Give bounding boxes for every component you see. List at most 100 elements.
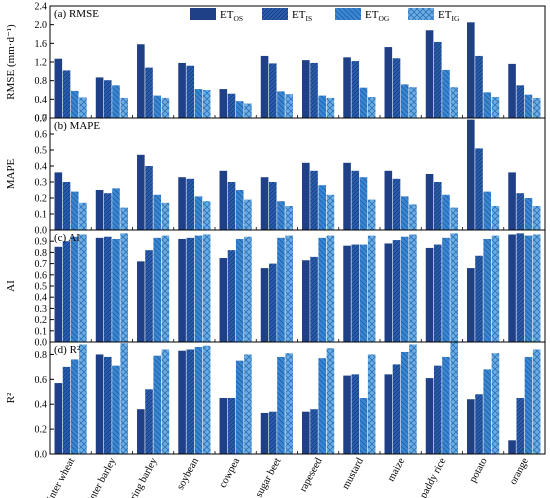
bar-maize-s4 xyxy=(409,87,417,118)
bar-mustard-s3 xyxy=(359,177,368,230)
bar-spring-barley-s3 xyxy=(153,237,162,342)
y-tick-label: 0.0 xyxy=(35,450,48,461)
bar-sugar-beet-s3 xyxy=(277,201,285,230)
bar-spring-barley-s4 xyxy=(161,235,170,342)
bar-paddy-rice-s1 xyxy=(425,378,434,454)
category-labels-group: winter wheat winter barley spring barley so… xyxy=(42,456,531,498)
bar-soybean-s4 xyxy=(202,201,211,230)
bar-spring-barley-s1 xyxy=(137,154,145,230)
legend-label: ETOS xyxy=(220,9,243,23)
y-tick-label: 0.6 xyxy=(35,375,48,386)
bar-rapeseed-s4 xyxy=(326,194,335,230)
bar-spring-barley-s4 xyxy=(161,202,170,230)
y-tick-label: 0.0 xyxy=(35,114,48,125)
bar-orange-s3 xyxy=(524,198,533,230)
bar-mustard-s3 xyxy=(359,87,368,118)
bar-winter-barley-s4 xyxy=(120,343,128,454)
y-tick-label: 0.1 xyxy=(35,326,48,337)
bar-sugar-beet-s3 xyxy=(277,356,285,454)
bar-winter-barley-s3 xyxy=(112,85,120,118)
category-label: cowpea xyxy=(218,456,243,490)
bar-winter-wheat-s4 xyxy=(79,344,87,454)
bar-cowpea-s2 xyxy=(227,398,236,454)
bar-soybean-s3 xyxy=(194,196,203,230)
bar-winter-barley-s1 xyxy=(95,354,104,454)
bar-winter-wheat-s2 xyxy=(62,366,71,454)
bar-winter-wheat-s1 xyxy=(54,58,63,118)
bar-mustard-s4 xyxy=(367,235,376,342)
category-label: potato xyxy=(468,456,490,484)
bar-potato-s1 xyxy=(467,119,475,230)
bar-rapeseed-s3 xyxy=(318,95,327,118)
bar-winter-wheat-s3 xyxy=(70,90,79,118)
y-tick-label: 0.4 xyxy=(35,400,48,411)
bar-soybean-s2 xyxy=(186,178,195,230)
bar-orange-s4 xyxy=(532,234,541,342)
y-tick-label: 0.8 xyxy=(35,350,48,361)
legend-subscript: IG xyxy=(451,14,459,23)
bar-paddy-rice-s1 xyxy=(425,247,434,342)
bar-maize-s3 xyxy=(400,196,409,230)
bar-rapeseed-s3 xyxy=(318,185,327,230)
y-tick-label: 0.2 xyxy=(35,315,48,326)
bar-sugar-beet-s4 xyxy=(285,206,293,230)
bar-potato-s1 xyxy=(467,268,475,342)
bar-maize-s2 xyxy=(392,364,401,454)
bar-maize-s1 xyxy=(384,243,393,342)
bar-soybean-s3 xyxy=(194,89,203,118)
bar-winter-wheat-s4 xyxy=(79,97,87,118)
bar-paddy-rice-s2 xyxy=(433,182,442,230)
bar-maize-s2 xyxy=(392,240,401,342)
y-tick-label: 0.4 xyxy=(35,162,48,173)
bar-potato-s2 xyxy=(475,55,483,118)
bar-maize-s1 xyxy=(384,374,393,454)
legend-swatch xyxy=(262,8,288,20)
bar-soybean-s3 xyxy=(194,235,203,342)
legend-swatch xyxy=(335,8,361,20)
y-tick-label: 0.5 xyxy=(35,282,48,293)
y-tick-label: 0.0 xyxy=(35,226,48,237)
bar-cowpea-s2 xyxy=(227,182,236,230)
legend-subscript: OS xyxy=(233,14,243,23)
legend-swatch xyxy=(408,8,434,20)
bar-rapeseed-s4 xyxy=(326,235,335,342)
bar-soybean-s3 xyxy=(194,346,203,454)
bar-paddy-rice-s4 xyxy=(450,87,458,118)
category-label: rapeseed xyxy=(298,456,325,494)
category-label: paddy rice xyxy=(418,456,449,498)
bar-mustard-s2 xyxy=(351,170,360,230)
y-tick-label: 0.4 xyxy=(35,95,48,106)
y-tick-label: 0.3 xyxy=(35,178,48,189)
bar-potato-s2 xyxy=(475,148,483,230)
bar-soybean-s4 xyxy=(202,345,211,454)
y-tick-label: 1.2 xyxy=(35,58,48,69)
y-tick-label: 0.8 xyxy=(35,248,48,259)
bar-spring-barley-s2 xyxy=(145,67,153,118)
bar-maize-s2 xyxy=(392,58,401,118)
y-tick-label: 0.7 xyxy=(35,259,48,270)
legend-label: ETIG xyxy=(438,9,460,23)
bar-paddy-rice-s1 xyxy=(425,30,434,118)
y-tick-label: 0.6 xyxy=(35,270,48,281)
bar-rapeseed-s1 xyxy=(302,260,310,342)
bar-cowpea-s3 xyxy=(235,238,244,342)
bar-maize-s3 xyxy=(400,351,409,454)
bar-rapeseed-s1 xyxy=(302,60,310,118)
bar-orange-s4 xyxy=(532,97,541,118)
y-tick-label: 2.4 xyxy=(35,2,48,13)
bar-soybean-s1 xyxy=(178,62,186,118)
bar-potato-s3 xyxy=(483,238,492,342)
bar-orange-s1 xyxy=(508,63,516,118)
bar-paddy-rice-s1 xyxy=(425,174,434,230)
bar-winter-wheat-s1 xyxy=(54,383,63,454)
bar-winter-barley-s4 xyxy=(120,207,128,230)
bar-paddy-rice-s3 xyxy=(442,194,450,230)
bar-sugar-beet-s4 xyxy=(285,94,293,118)
bar-soybean-s1 xyxy=(178,238,186,342)
bar-potato-s2 xyxy=(475,255,483,342)
bar-maize-s1 xyxy=(384,170,393,230)
bar-cowpea-s3 xyxy=(235,190,244,230)
y-axis-label: AI xyxy=(5,280,17,292)
